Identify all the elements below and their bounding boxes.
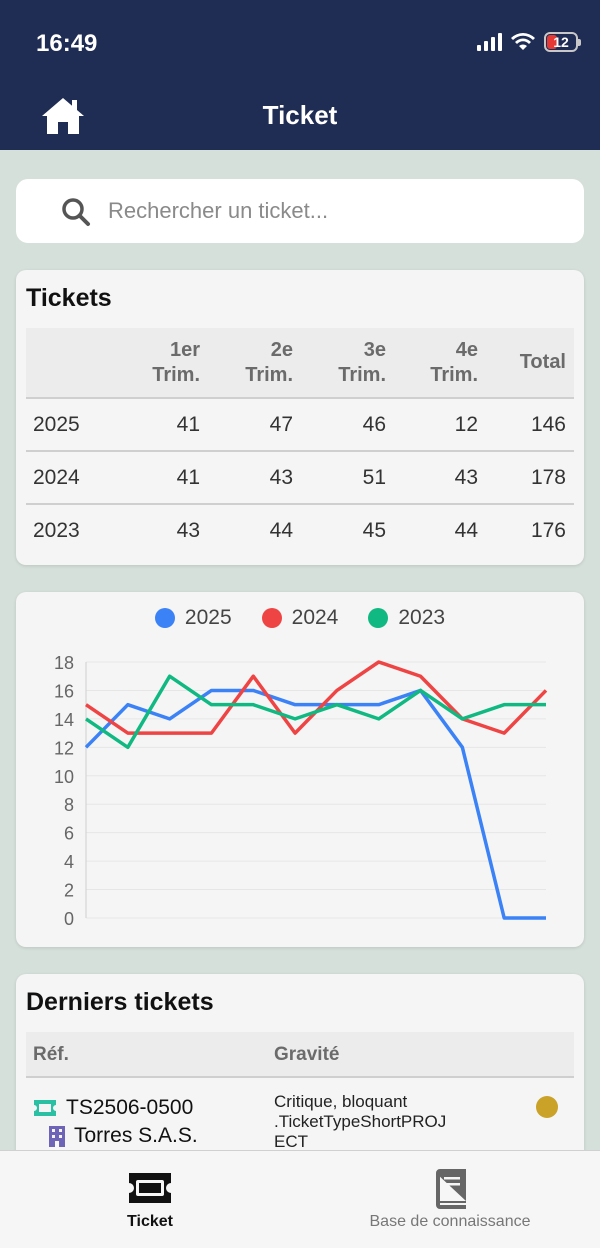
cell-q1: 41 — [116, 451, 208, 505]
cell-q4: 12 — [394, 398, 486, 452]
col-header-q1: 1er Trim. — [116, 328, 208, 399]
page-title: Ticket — [262, 100, 338, 130]
signal-icon — [477, 33, 502, 51]
latest-tickets-title: Derniers tickets — [26, 988, 214, 1016]
ticket-icon — [129, 1173, 171, 1203]
app-header: 16:49 12 Ticket — [0, 0, 600, 150]
nav-item-knowledge-base[interactable]: Base de connaissance — [300, 1151, 600, 1248]
cell-q3: 45 — [362, 519, 386, 542]
ticket-row-gravity: Critique, bloquant .TicketTypeShortPROJ … — [274, 1092, 494, 1152]
cell-q1: 41 — [116, 398, 208, 452]
legend-dot — [368, 608, 389, 628]
tickets-table: 1er Trim. 2e Trim. 3e Trim. 4e Trim. Tot… — [26, 328, 574, 557]
wifi-icon — [511, 33, 535, 50]
cell-year: 2025 — [26, 398, 116, 452]
legend-label: 2023 — [398, 606, 446, 629]
ticket-ref[interactable]: TS2506-0500 — [66, 1096, 194, 1119]
cell-year: 2023 — [33, 519, 80, 542]
ticket-icon — [34, 1100, 56, 1116]
chart-legend: 2025 2024 2023 — [16, 606, 584, 630]
building-icon — [49, 1126, 65, 1147]
latest-table-header: Réf. Gravité — [26, 1032, 574, 1078]
tickets-card-title: Tickets — [26, 284, 112, 312]
ticket-gravity: Critique, bloquant — [274, 1092, 408, 1111]
col-header-ref: Réf. — [33, 1044, 69, 1065]
cell-q2: 47 — [208, 398, 301, 452]
y-tick-label: 10 — [54, 767, 74, 787]
cell-q2: 43 — [208, 451, 301, 505]
cell-q4: 43 — [394, 451, 486, 505]
legend-item-2023[interactable]: 2023 — [368, 606, 445, 630]
home-icon[interactable] — [40, 96, 86, 136]
legend-label: 2024 — [291, 606, 339, 629]
status-time: 16:49 — [36, 30, 98, 57]
battery-icon: 12 — [544, 32, 581, 52]
y-tick-label: 6 — [64, 824, 74, 844]
status-dot — [536, 1096, 558, 1118]
nav-item-ticket[interactable]: Ticket — [0, 1151, 300, 1248]
status-icons: 12 — [477, 32, 581, 52]
cell-q4: 44 — [454, 519, 478, 542]
search-icon — [62, 198, 90, 226]
ticket-type: .TicketTypeShortPROJ — [274, 1112, 447, 1131]
table-row: 2025 41 47 46 12 146 — [26, 398, 574, 452]
col-header-year — [26, 328, 116, 399]
tickets-line-chart: 0 2 4 6 8 10 12 14 16 18 — [54, 653, 548, 929]
cell-total: 146 — [486, 398, 574, 452]
y-tick-label: 12 — [54, 738, 74, 758]
cell-q3: 46 — [301, 398, 394, 452]
cell-year: 2024 — [26, 451, 116, 505]
cell-total: 176 — [530, 519, 566, 542]
table-row: 2023 43 44 45 44 176 — [26, 504, 574, 557]
ticket-company: Torres S.A.S. — [74, 1124, 198, 1147]
series-line-2025 — [84, 688, 546, 920]
col-header-total: Total — [486, 328, 574, 399]
bottom-nav: Ticket Base de connaissance — [0, 1150, 600, 1248]
y-tick-label: 2 — [64, 881, 74, 901]
col-header-q2: 2e Trim. — [208, 328, 301, 399]
cell-q1: 43 — [176, 519, 200, 542]
cell-q2: 44 — [269, 519, 293, 542]
latest-tickets-card: Derniers tickets Réf. Gravité TS2506-050… — [16, 974, 584, 1174]
search-bar[interactable] — [16, 179, 584, 243]
ticket-row-ref[interactable]: TS2506-0500 Torres S.A.S. — [32, 1094, 198, 1150]
tickets-card: Tickets 1er Trim. 2e Trim. 3e Trim. 4e T… — [16, 270, 584, 565]
legend-label: 2025 — [184, 606, 232, 629]
ticket-type-cont: ECT — [274, 1132, 308, 1151]
legend-item-2024[interactable]: 2024 — [261, 606, 339, 630]
y-tick-label: 14 — [54, 710, 74, 730]
series-line-2023 — [85, 674, 546, 750]
table-row: 2024 41 43 51 43 178 — [26, 451, 574, 505]
cell-q3: 51 — [301, 451, 394, 505]
cell-total: 178 — [486, 451, 574, 505]
chart-card: 0 2 4 6 8 10 12 14 16 18 2025 2024 2023 — [16, 592, 584, 947]
legend-dot — [261, 608, 282, 628]
y-tick-label: 8 — [64, 795, 74, 815]
legend-item-2025[interactable]: 2025 — [154, 606, 232, 630]
y-tick-label: 18 — [54, 653, 74, 673]
col-header-q3: 3e Trim. — [301, 328, 394, 399]
nav-label-ticket: Ticket — [127, 1213, 173, 1230]
table-header-row: 1er Trim. 2e Trim. 3e Trim. 4e Trim. Tot… — [26, 328, 574, 399]
col-header-q4: 4e Trim. — [394, 328, 486, 399]
y-tick-label: 16 — [54, 681, 74, 701]
series-line-2024 — [85, 660, 548, 735]
book-icon — [436, 1169, 466, 1209]
y-tick-label: 4 — [64, 852, 74, 872]
y-tick-label: 0 — [64, 909, 74, 929]
legend-dot — [154, 608, 175, 628]
nav-label-knowledge-base: Base de connaissance — [369, 1213, 531, 1230]
col-header-gravity: Gravité — [274, 1044, 340, 1065]
search-input[interactable] — [108, 191, 568, 231]
